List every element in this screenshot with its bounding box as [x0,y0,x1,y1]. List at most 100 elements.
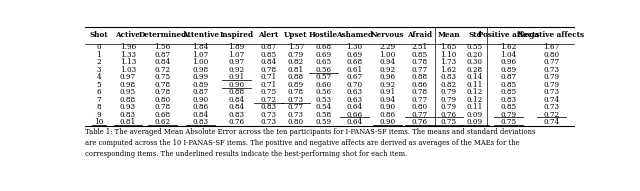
Text: 0.68: 0.68 [316,43,332,51]
Text: 0.76: 0.76 [412,118,428,126]
Text: 0.87: 0.87 [500,73,516,81]
Text: 0.71: 0.71 [260,81,276,89]
Text: 0.95: 0.95 [120,88,136,96]
Text: 0.72: 0.72 [543,111,559,119]
Text: 0.84: 0.84 [192,111,208,119]
Text: 0.85: 0.85 [500,81,516,89]
Text: 0.77: 0.77 [412,111,428,119]
Text: 0.78: 0.78 [412,88,428,96]
Text: 1.00: 1.00 [192,58,208,66]
Text: 1.62: 1.62 [440,66,457,74]
Text: 3: 3 [97,66,101,74]
Text: 0.88: 0.88 [120,96,136,104]
Text: 0.81: 0.81 [120,118,136,126]
Text: 0.54: 0.54 [316,103,332,111]
Text: 0.61: 0.61 [346,66,362,74]
Text: 1.13: 1.13 [120,58,136,66]
Text: 0.66: 0.66 [346,111,362,119]
Text: 0.73: 0.73 [543,103,559,111]
Text: 2.51: 2.51 [412,43,428,51]
Text: 0.70: 0.70 [346,81,362,89]
Text: 0.53: 0.53 [316,96,332,104]
Text: 1.07: 1.07 [192,51,208,59]
Text: 0.64: 0.64 [346,103,362,111]
Text: 0.97: 0.97 [228,58,244,66]
Text: 0.91: 0.91 [228,73,244,81]
Text: 0.85: 0.85 [500,88,516,96]
Text: 0.85: 0.85 [260,51,276,59]
Text: 0.74: 0.74 [543,96,559,104]
Text: 0.73: 0.73 [543,66,559,74]
Text: 0.83: 0.83 [228,111,244,119]
Text: 0.92: 0.92 [380,81,396,89]
Text: 0.69: 0.69 [346,51,362,59]
Text: 0.75: 0.75 [500,118,516,126]
Text: 0.77: 0.77 [288,103,304,111]
Text: 0.71: 0.71 [260,73,276,81]
Text: 0.92: 0.92 [380,66,396,74]
Text: 0.55: 0.55 [467,43,483,51]
Text: 10: 10 [94,118,104,126]
Text: 0.78: 0.78 [155,81,171,89]
Text: 0.85: 0.85 [412,51,428,59]
Text: 0.68: 0.68 [155,111,171,119]
Text: 0.83: 0.83 [120,111,136,119]
Text: 0.89: 0.89 [288,81,304,89]
Text: 0.79: 0.79 [440,96,457,104]
Text: 0.79: 0.79 [543,73,559,81]
Text: 1.00: 1.00 [380,51,396,59]
Text: 0.78: 0.78 [155,103,171,111]
Text: 1.84: 1.84 [192,43,208,51]
Text: 1.62: 1.62 [500,43,516,51]
Text: are computed across the 10 I-PANAS-SF items. The positive and negative affects a: are computed across the 10 I-PANAS-SF it… [85,139,520,147]
Text: Negative affects: Negative affects [518,31,584,39]
Text: 0.98: 0.98 [192,66,208,74]
Text: 0.90: 0.90 [192,96,208,104]
Text: 0.79: 0.79 [543,81,559,89]
Text: 1.89: 1.89 [228,43,244,51]
Text: 0: 0 [97,43,101,51]
Text: 0.96: 0.96 [380,73,396,81]
Text: 0.68: 0.68 [346,58,362,66]
Text: 0.11: 0.11 [467,81,483,89]
Text: 0.87: 0.87 [260,43,276,51]
Text: 1.07: 1.07 [228,51,244,59]
Text: 0.64: 0.64 [346,118,362,126]
Text: 0.91: 0.91 [380,88,396,96]
Text: 0.09: 0.09 [467,111,483,119]
Text: 0.12: 0.12 [467,96,483,104]
Text: 0.96: 0.96 [500,58,516,66]
Text: 0.78: 0.78 [412,58,428,66]
Text: 1.73: 1.73 [440,58,457,66]
Text: 0.88: 0.88 [412,73,428,81]
Text: 0.86: 0.86 [192,103,208,111]
Text: 0.80: 0.80 [412,103,428,111]
Text: 0.93: 0.93 [120,103,136,111]
Text: Upset: Upset [284,31,308,39]
Text: Inspired: Inspired [219,31,253,39]
Text: 0.83: 0.83 [440,73,456,81]
Text: 0.84: 0.84 [228,96,244,104]
Text: 0.14: 0.14 [467,73,483,81]
Text: 0.88: 0.88 [288,73,304,81]
Text: 0.79: 0.79 [288,51,304,59]
Text: 1.57: 1.57 [288,43,304,51]
Text: 0.76: 0.76 [440,111,457,119]
Text: Determined: Determined [139,31,187,39]
Text: 1.03: 1.03 [120,66,136,74]
Text: Alert: Alert [258,31,278,39]
Text: 0.30: 0.30 [467,58,483,66]
Text: 0.75: 0.75 [155,73,171,81]
Text: 0.73: 0.73 [288,96,304,104]
Text: 1.56: 1.56 [155,43,171,51]
Text: 0.20: 0.20 [467,51,483,59]
Text: 0.84: 0.84 [155,58,171,66]
Text: 1.04: 1.04 [500,51,516,59]
Text: 0.83: 0.83 [192,118,208,126]
Text: 0.73: 0.73 [288,111,304,119]
Text: 0.90: 0.90 [380,103,396,111]
Text: 0.81: 0.81 [288,66,304,74]
Text: 0.72: 0.72 [260,96,276,104]
Text: 0.59: 0.59 [316,118,332,126]
Text: 0.86: 0.86 [412,81,428,89]
